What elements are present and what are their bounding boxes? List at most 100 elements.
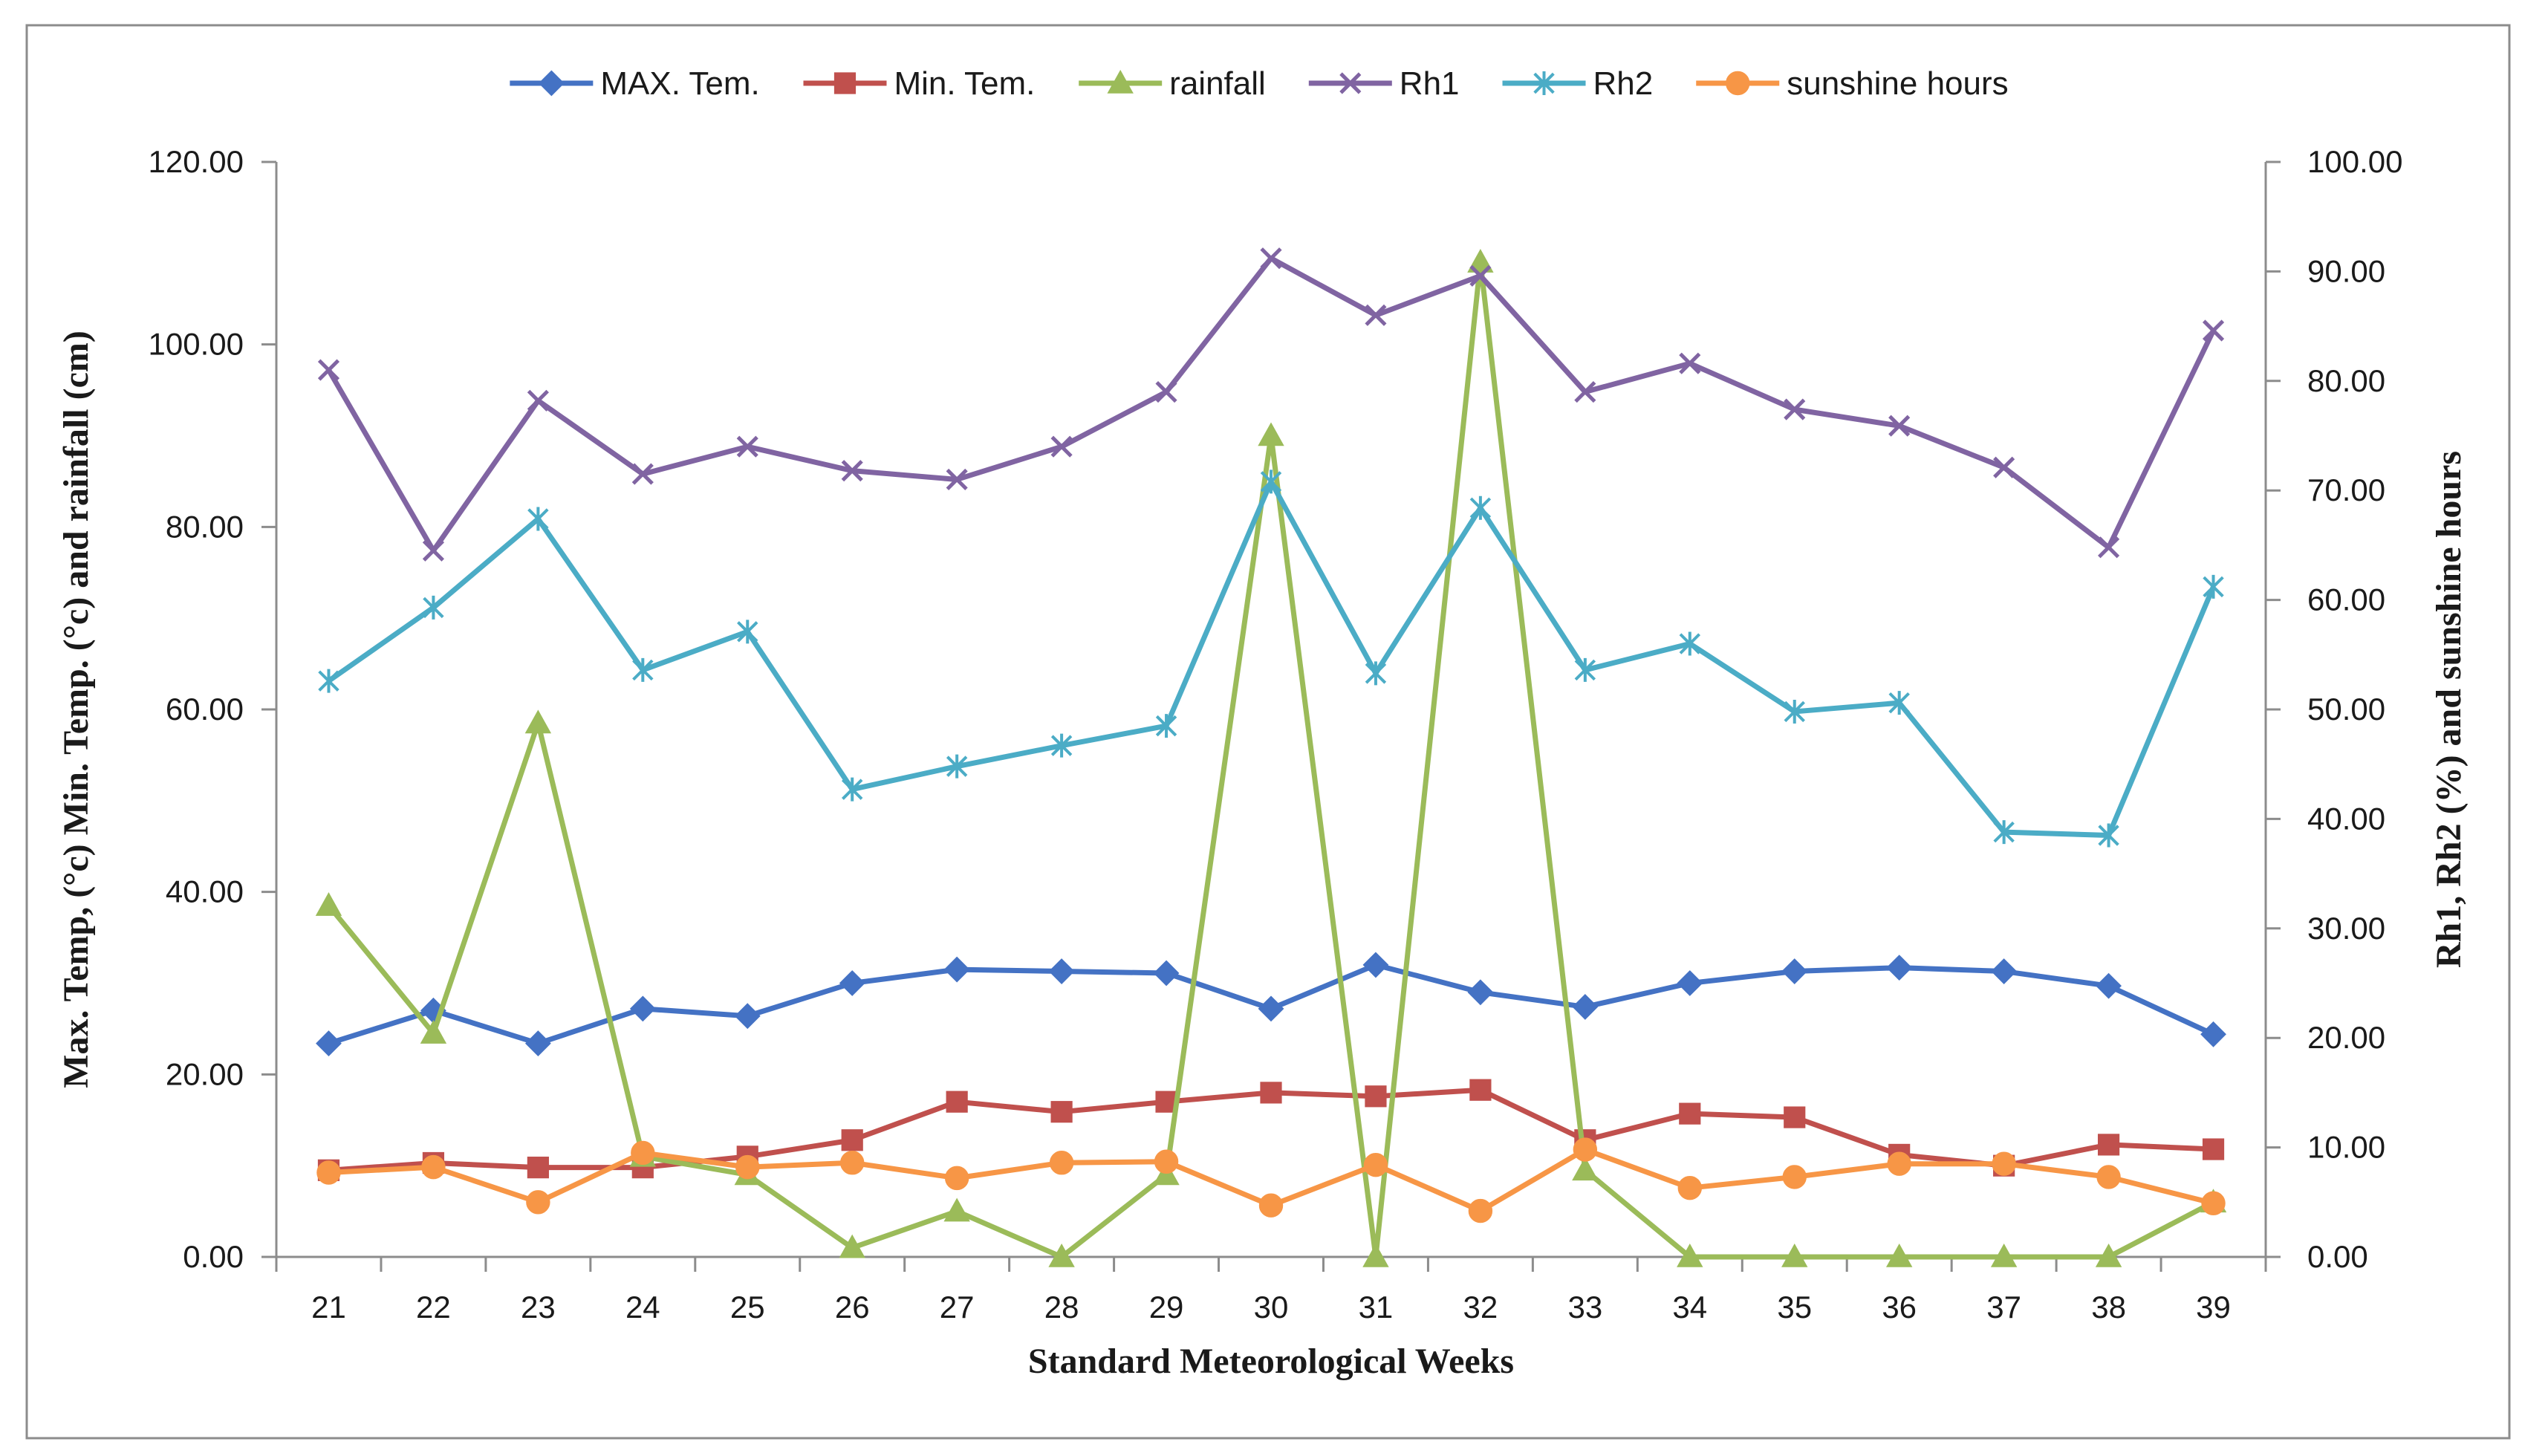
data-point-rh1 <box>1050 435 1073 458</box>
data-point-min-tem <box>527 1157 549 1179</box>
data-point-max-tem <box>1153 960 1180 987</box>
data-point-max-tem <box>1886 955 1913 981</box>
legend-label-min-tem: Min. Tem. <box>894 65 1035 102</box>
legend-item-rh1: Rh1 <box>1308 65 1460 102</box>
data-point-min-tem <box>1365 1085 1387 1108</box>
x-tick-label: 26 <box>835 1290 870 1325</box>
chart-border <box>25 24 2511 1440</box>
data-point-rh1 <box>1365 304 1387 326</box>
data-point-rainfall <box>420 1019 447 1044</box>
data-point-sunshine-hours <box>316 1160 341 1185</box>
y-tick-label-right: 90.00 <box>2307 253 2385 288</box>
data-point-min-tem <box>946 1091 968 1113</box>
data-point-rh1 <box>1574 380 1596 403</box>
y-tick-label-left: 60.00 <box>166 692 244 727</box>
data-point-min-tem <box>1784 1106 1806 1128</box>
x-tick-label: 28 <box>1044 1290 1079 1325</box>
data-point-min-tem <box>841 1129 863 1151</box>
data-point-max-tem <box>1467 979 1494 1006</box>
data-point-max-tem <box>1991 958 2018 984</box>
data-point-sunshine-hours <box>2201 1191 2226 1215</box>
x-tick-label: 36 <box>1882 1290 1917 1325</box>
data-point-sunshine-hours <box>526 1190 550 1215</box>
series-rh1 <box>317 247 2225 562</box>
data-point-rainfall <box>839 1234 865 1258</box>
data-point-sunshine-hours <box>1258 1193 1284 1218</box>
data-point-sunshine-hours <box>1154 1149 1179 1174</box>
data-point-rh2 <box>737 620 758 644</box>
y-tick-label-right: 80.00 <box>2307 363 2385 398</box>
data-point-rh1 <box>1784 398 1806 420</box>
data-point-rh2 <box>1260 469 1282 494</box>
x-tick-label: 37 <box>1986 1290 2021 1325</box>
y-tick-label-right: 40.00 <box>2307 801 2385 836</box>
y-tick-label-right: 20.00 <box>2307 1020 2385 1055</box>
data-point-rh2 <box>423 595 444 620</box>
data-point-rh1 <box>946 468 968 491</box>
data-point-rainfall <box>1467 249 1494 273</box>
x-tick-label: 32 <box>1463 1290 1498 1325</box>
data-point-rh1 <box>1679 352 1701 374</box>
data-point-sunshine-hours <box>1782 1165 1807 1189</box>
data-point-sunshine-hours <box>1677 1175 1702 1200</box>
data-point-rainfall <box>1677 1243 1703 1267</box>
data-point-rainfall <box>1781 1243 1808 1267</box>
y-tick-label-right: 10.00 <box>2307 1130 2385 1165</box>
data-point-rh2 <box>632 657 654 682</box>
data-point-rainfall <box>943 1197 970 1222</box>
data-point-max-tem <box>943 956 970 983</box>
data-point-rh1 <box>631 463 654 485</box>
y-tick-label-left: 0.00 <box>183 1239 244 1274</box>
data-point-rh2 <box>1993 820 2015 845</box>
x-tick-label: 29 <box>1149 1290 1184 1325</box>
legend-item-min-tem: Min. Tem. <box>803 65 1035 102</box>
data-point-rh2 <box>1365 661 1387 686</box>
data-point-rainfall <box>315 892 342 916</box>
data-point-rh2 <box>2203 574 2224 599</box>
data-point-sunshine-hours <box>2096 1165 2121 1189</box>
data-point-rh1 <box>1469 264 1492 287</box>
data-point-rh1 <box>736 435 758 458</box>
x-tick-label: 38 <box>2091 1290 2126 1325</box>
x-axis-title: Standard Meteorological Weeks <box>1028 1342 1514 1381</box>
y-tick-label-left: 120.00 <box>149 144 244 179</box>
data-point-rainfall <box>1048 1243 1075 1267</box>
legend-label-rh1: Rh1 <box>1400 65 1460 102</box>
legend-label-rainfall: rainfall <box>1169 65 1266 102</box>
data-point-rh1 <box>1993 456 2015 478</box>
x-tick-label: 31 <box>1359 1290 1394 1325</box>
data-point-rh2 <box>946 754 968 779</box>
data-point-max-tem <box>2096 972 2122 999</box>
legend-marker-sunshine-hours <box>1726 71 1750 96</box>
y-tick-label-right: 30.00 <box>2307 911 2385 946</box>
data-point-max-tem <box>1677 970 1703 996</box>
data-point-rainfall <box>2095 1243 2122 1267</box>
legend-label-max-tem: MAX. Tem. <box>600 65 759 102</box>
x-tick-label: 27 <box>940 1290 975 1325</box>
y-axis-title-right: Rh1, Rh2 (%) and sunshine hours <box>2429 451 2469 968</box>
data-point-sunshine-hours <box>631 1140 655 1166</box>
data-point-rh2 <box>527 507 549 531</box>
x-tick-label: 39 <box>2196 1290 2231 1325</box>
data-point-sunshine-hours <box>421 1154 446 1180</box>
data-point-rh2 <box>1050 733 1073 758</box>
series-max-tem <box>316 952 2226 1056</box>
y-tick-label-right: 100.00 <box>2307 144 2402 179</box>
series-rh2 <box>318 469 2224 848</box>
legend-marker-min-tem <box>833 72 857 94</box>
y-tick-label-left: 40.00 <box>166 874 244 909</box>
data-point-sunshine-hours <box>1573 1137 1598 1162</box>
legend: MAX. Tem. Min. Tem. rainfall Rh1 Rh2 sunshine… <box>510 65 2009 102</box>
data-point-rh2 <box>1888 691 1910 715</box>
data-point-max-tem <box>629 995 656 1022</box>
data-point-max-tem <box>2200 1021 2226 1047</box>
legend-item-rh2: Rh2 <box>1502 65 1653 102</box>
data-point-rh2 <box>1574 657 1596 682</box>
data-point-rainfall <box>1258 422 1284 446</box>
y-tick-label-left: 100.00 <box>149 327 244 362</box>
data-point-rh1 <box>317 359 340 381</box>
data-point-rainfall <box>1990 1243 2018 1267</box>
x-tick-label: 25 <box>730 1290 765 1325</box>
data-point-rainfall <box>1572 1157 1599 1181</box>
